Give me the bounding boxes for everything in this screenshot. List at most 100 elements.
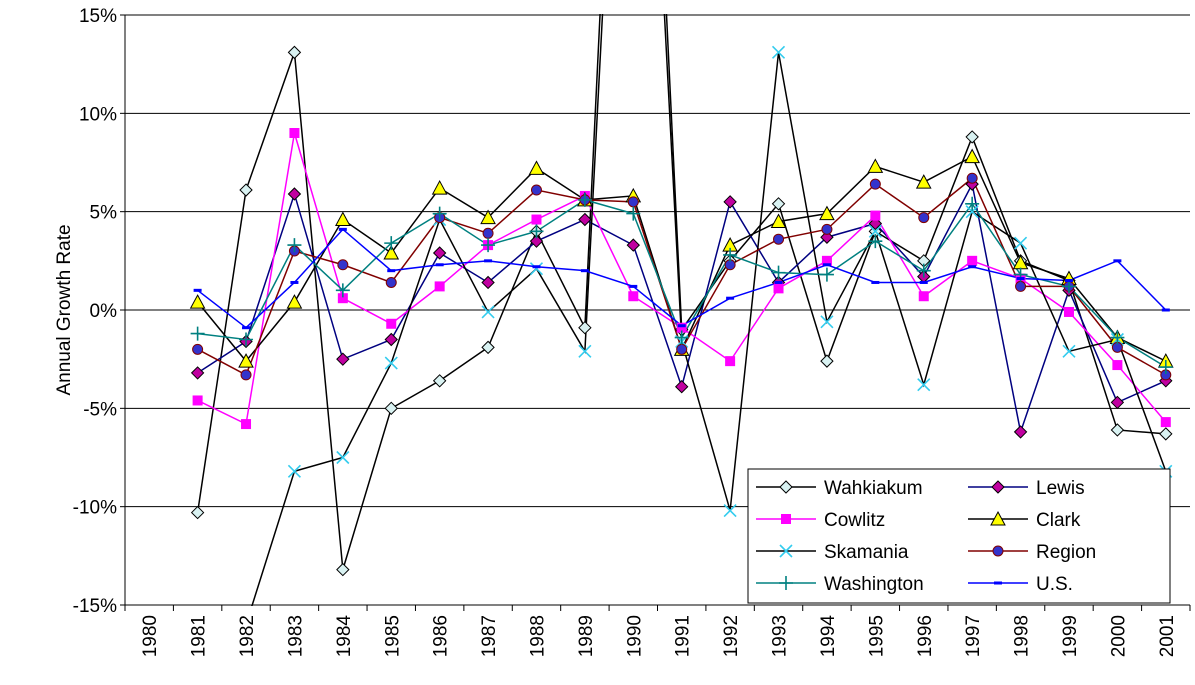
marker	[991, 480, 1005, 494]
marker	[1062, 344, 1076, 358]
marker	[918, 291, 929, 302]
marker	[336, 352, 350, 366]
y-tick-label: -5%	[83, 399, 117, 420]
marker	[968, 265, 977, 269]
marker	[779, 544, 793, 558]
x-tick-label: 1985	[382, 615, 403, 657]
marker	[919, 280, 928, 284]
marker	[1159, 427, 1173, 441]
marker	[578, 212, 592, 227]
marker	[529, 262, 544, 276]
marker	[629, 284, 638, 288]
marker	[1113, 259, 1122, 263]
marker	[779, 480, 793, 494]
marker	[431, 180, 448, 195]
marker	[383, 244, 400, 260]
marker	[626, 206, 641, 221]
marker	[917, 378, 931, 392]
marker	[994, 581, 1002, 585]
marker	[481, 238, 496, 253]
marker	[1063, 306, 1074, 317]
marker	[528, 160, 545, 175]
x-tick-label: 1989	[576, 615, 597, 657]
marker	[384, 332, 398, 347]
marker	[821, 223, 833, 235]
marker	[190, 366, 205, 380]
marker	[290, 280, 299, 284]
marker	[819, 205, 835, 221]
marker	[965, 196, 980, 211]
marker	[870, 210, 881, 221]
marker	[385, 276, 397, 288]
marker	[1110, 423, 1125, 437]
legend-label: Cowlitz	[824, 510, 885, 531]
marker	[190, 505, 205, 520]
marker	[674, 330, 689, 345]
marker	[480, 209, 496, 225]
marker	[481, 275, 495, 290]
marker	[335, 211, 351, 227]
marker	[819, 267, 834, 282]
marker	[484, 259, 493, 263]
marker	[723, 504, 737, 518]
marker	[771, 197, 786, 211]
marker	[992, 545, 1004, 557]
series-line	[251, 14, 1167, 606]
marker	[676, 322, 687, 333]
marker	[773, 233, 785, 245]
marker	[770, 213, 787, 228]
marker	[238, 353, 254, 368]
marker	[869, 178, 881, 190]
marker	[481, 305, 495, 319]
legend-label: Region	[1036, 542, 1096, 563]
marker	[580, 269, 589, 273]
marker	[578, 344, 592, 358]
marker	[773, 283, 784, 294]
legend-label: U.S.	[1036, 574, 1073, 595]
marker	[240, 369, 252, 381]
x-tick-label: 1990	[624, 615, 645, 657]
marker	[820, 315, 834, 329]
x-tick-label: 1993	[770, 615, 791, 657]
legend-label: Washington	[824, 574, 924, 595]
marker	[287, 238, 302, 253]
x-tick-label: 1998	[1012, 615, 1033, 657]
legend-label: Skamania	[824, 542, 909, 563]
marker	[820, 230, 834, 244]
marker	[337, 259, 349, 271]
marker	[432, 206, 447, 221]
x-tick-label: 1996	[915, 615, 936, 657]
x-tick-label: 1987	[479, 615, 500, 657]
plot-area	[189, 14, 1174, 606]
marker	[1110, 395, 1125, 410]
x-tick-label: 1997	[963, 615, 984, 657]
marker	[434, 281, 445, 292]
marker	[289, 128, 300, 138]
marker	[822, 263, 831, 267]
x-tick-label: 1995	[866, 615, 887, 657]
marker	[336, 450, 350, 465]
marker	[530, 184, 542, 196]
y-tick-label: 0%	[90, 301, 118, 322]
marker	[192, 395, 203, 406]
marker	[868, 224, 882, 238]
marker	[337, 293, 348, 304]
marker	[916, 263, 931, 278]
x-tick-label: 1991	[673, 615, 694, 657]
marker	[1110, 330, 1125, 345]
marker	[532, 265, 541, 269]
y-tick-label: 15%	[79, 6, 117, 27]
marker	[287, 187, 302, 201]
y-tick-label: -15%	[73, 596, 117, 617]
marker	[964, 148, 980, 164]
marker	[871, 280, 880, 284]
x-tick-label: 1982	[237, 615, 258, 657]
marker	[384, 401, 398, 416]
marker	[1112, 360, 1123, 371]
marker	[1161, 308, 1170, 312]
marker	[677, 324, 686, 328]
marker	[774, 280, 783, 284]
marker	[387, 269, 396, 273]
marker	[674, 379, 689, 394]
